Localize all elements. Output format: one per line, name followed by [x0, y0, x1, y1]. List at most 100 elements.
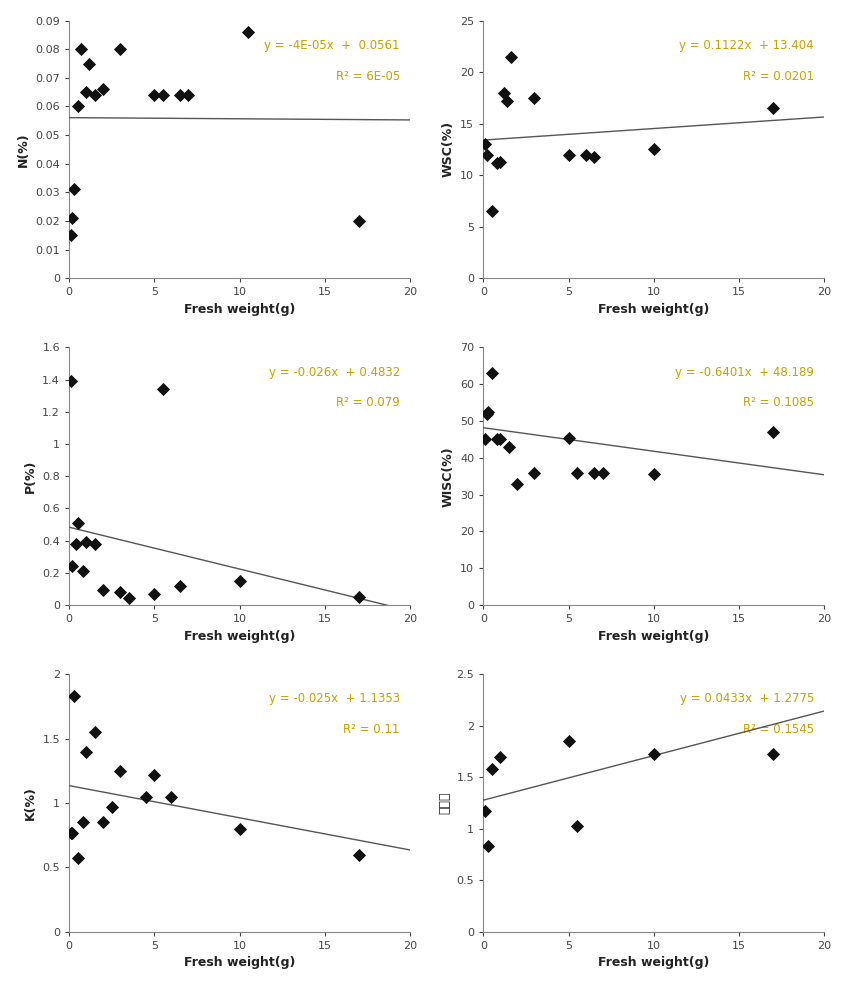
- Point: [478, 804, 492, 819]
- Point: [352, 847, 365, 863]
- Point: [97, 82, 110, 98]
- Text: R² = 6E-05: R² = 6E-05: [336, 70, 399, 83]
- Y-axis label: K(%): K(%): [24, 786, 36, 820]
- Point: [97, 583, 110, 599]
- Point: [588, 149, 601, 165]
- Point: [352, 589, 365, 604]
- Point: [148, 767, 161, 783]
- Point: [494, 154, 507, 170]
- Point: [485, 203, 499, 219]
- X-axis label: Fresh weight(g): Fresh weight(g): [598, 303, 710, 316]
- X-axis label: Fresh weight(g): Fresh weight(g): [598, 629, 710, 643]
- Point: [156, 382, 170, 397]
- Point: [69, 536, 82, 552]
- Point: [478, 432, 492, 448]
- Point: [527, 464, 541, 480]
- Point: [561, 147, 575, 163]
- Point: [480, 147, 494, 163]
- Point: [67, 688, 81, 704]
- Point: [97, 814, 110, 830]
- Point: [504, 49, 517, 65]
- Point: [64, 374, 77, 389]
- Point: [588, 464, 601, 480]
- Point: [570, 464, 583, 480]
- Point: [65, 558, 79, 574]
- Point: [79, 84, 92, 100]
- Point: [490, 432, 504, 448]
- Text: y = -0.025x  + 1.1353: y = -0.025x + 1.1353: [269, 692, 399, 705]
- Point: [70, 99, 84, 114]
- Text: y = -0.6401x  + 48.189: y = -0.6401x + 48.189: [675, 366, 814, 379]
- Text: y = 0.0433x  + 1.2775: y = 0.0433x + 1.2775: [679, 692, 814, 705]
- Point: [173, 87, 187, 103]
- Point: [67, 181, 81, 197]
- Point: [502, 439, 516, 455]
- Point: [527, 90, 541, 106]
- Point: [490, 155, 504, 171]
- Point: [65, 210, 79, 226]
- Point: [114, 41, 127, 57]
- Point: [494, 748, 507, 764]
- Text: y = 0.1122x  + 13.404: y = 0.1122x + 13.404: [679, 38, 814, 51]
- Point: [352, 213, 365, 229]
- Point: [561, 430, 575, 446]
- Point: [561, 734, 575, 749]
- Point: [82, 55, 96, 71]
- Text: R² = 0.0201: R² = 0.0201: [743, 70, 814, 83]
- Point: [596, 464, 610, 480]
- Point: [74, 41, 87, 57]
- Point: [181, 87, 195, 103]
- Point: [139, 789, 153, 805]
- Point: [647, 466, 661, 482]
- Point: [500, 93, 514, 108]
- Text: R² = 0.1085: R² = 0.1085: [743, 396, 814, 409]
- Y-axis label: 사포닌: 사포닌: [438, 792, 451, 814]
- Point: [173, 578, 187, 594]
- Point: [88, 87, 102, 103]
- Point: [75, 814, 89, 830]
- Point: [647, 142, 661, 158]
- Point: [579, 147, 593, 163]
- Point: [122, 591, 136, 606]
- Point: [510, 475, 524, 491]
- Point: [148, 586, 161, 601]
- Point: [79, 743, 92, 759]
- Point: [485, 761, 499, 777]
- Point: [148, 87, 161, 103]
- X-axis label: Fresh weight(g): Fresh weight(g): [184, 303, 295, 316]
- X-axis label: Fresh weight(g): Fresh weight(g): [598, 956, 710, 969]
- X-axis label: Fresh weight(g): Fresh weight(g): [184, 956, 295, 969]
- Point: [65, 824, 79, 840]
- Point: [647, 745, 661, 761]
- Point: [497, 85, 510, 101]
- Point: [70, 851, 84, 867]
- Point: [767, 424, 780, 440]
- Point: [75, 563, 89, 579]
- Point: [156, 87, 170, 103]
- Point: [232, 821, 246, 837]
- Point: [482, 838, 495, 854]
- Text: R² = 0.079: R² = 0.079: [336, 396, 399, 409]
- Y-axis label: P(%): P(%): [24, 459, 36, 493]
- Point: [767, 101, 780, 116]
- Point: [114, 584, 127, 599]
- Text: R² = 0.1545: R² = 0.1545: [743, 723, 814, 737]
- Point: [767, 745, 780, 761]
- Point: [494, 432, 507, 448]
- Point: [480, 406, 494, 422]
- Y-axis label: WISC(%): WISC(%): [442, 446, 455, 507]
- Text: y = -4E-05x  +  0.0561: y = -4E-05x + 0.0561: [265, 38, 399, 51]
- Point: [70, 515, 84, 530]
- Point: [232, 573, 246, 589]
- X-axis label: Fresh weight(g): Fresh weight(g): [184, 629, 295, 643]
- Text: y = -0.026x  + 0.4832: y = -0.026x + 0.4832: [269, 366, 399, 379]
- Point: [570, 817, 583, 833]
- Point: [105, 799, 119, 814]
- Point: [165, 789, 178, 805]
- Point: [485, 366, 499, 382]
- Point: [88, 536, 102, 552]
- Point: [88, 725, 102, 740]
- Point: [114, 763, 127, 779]
- Point: [64, 228, 77, 244]
- Point: [482, 404, 495, 420]
